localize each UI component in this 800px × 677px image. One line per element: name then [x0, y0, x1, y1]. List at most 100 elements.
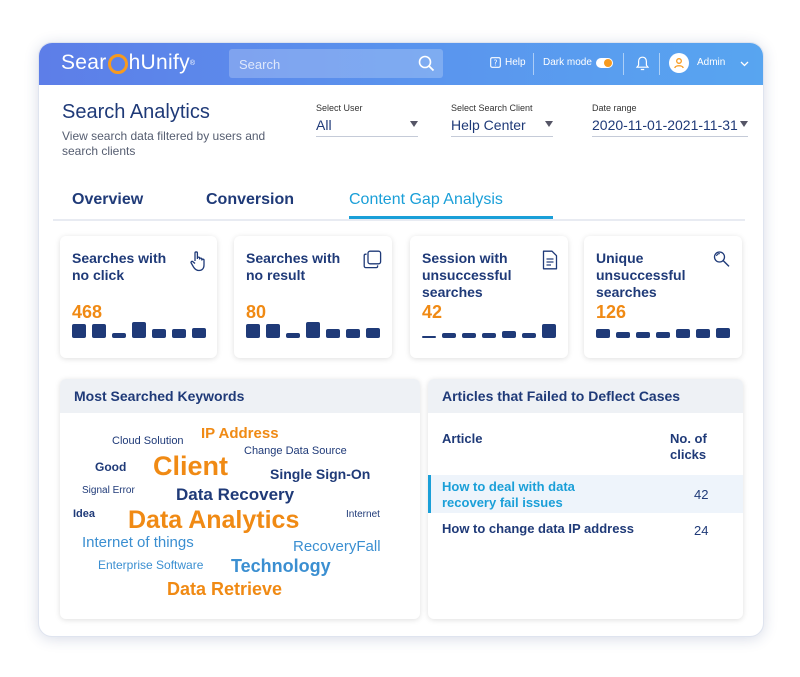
user-filter-label: Select User: [316, 103, 363, 113]
keyword[interactable]: Single Sign-On: [270, 466, 371, 482]
keyword[interactable]: RecoveryFall: [293, 538, 381, 555]
keyword[interactable]: IP Address: [201, 425, 279, 442]
analytics-tabs: Overview Conversion Content Gap Analysis: [53, 185, 745, 221]
help-label: Help: [505, 57, 526, 68]
keyword-cloud: Cloud Solution IP Address Change Data So…: [60, 413, 420, 619]
keyword[interactable]: Cloud Solution: [112, 435, 184, 447]
mini-bar: [306, 322, 320, 338]
keyword[interactable]: Data Retrieve: [167, 579, 283, 599]
keyword[interactable]: Data Recovery: [176, 485, 295, 504]
chevron-down-icon[interactable]: [740, 61, 749, 67]
mini-bar: [676, 329, 690, 338]
page-subtitle: View search data filtered by users and s…: [62, 129, 266, 158]
mini-bar: [696, 329, 710, 338]
card-value: 468: [72, 302, 103, 322]
card-value: 80: [246, 302, 267, 322]
document-icon: [542, 250, 558, 270]
keyword[interactable]: Change Data Source: [244, 445, 347, 457]
keyword[interactable]: Internet: [346, 509, 380, 520]
tab-content-gap-analysis[interactable]: Content Gap Analysis: [349, 191, 503, 208]
most-searched-keywords-panel: Most Searched Keywords Cloud Solution IP…: [60, 379, 420, 619]
article-link[interactable]: How to change data IP address: [442, 521, 634, 536]
user-name[interactable]: Admin: [697, 57, 726, 68]
mini-bar: [246, 324, 260, 338]
user-filter[interactable]: Select User All: [316, 103, 418, 137]
date-range-filter-select[interactable]: 2020-11-01-2021-11-31: [592, 117, 748, 137]
search-client-filter[interactable]: Select Search Client Help Center: [451, 103, 553, 137]
row-highlight-bar: [428, 475, 431, 513]
card-title: Session with unsuccessful searches: [422, 250, 512, 300]
keyword[interactable]: Good: [95, 460, 127, 474]
user-avatar[interactable]: [669, 53, 689, 73]
article-link[interactable]: How to deal with data recovery fail issu…: [442, 479, 575, 510]
user-filter-value: All: [316, 117, 332, 133]
mini-bar: [92, 324, 106, 338]
panel-title: Articles that Failed to Deflect Cases: [428, 379, 743, 413]
global-search-box[interactable]: [229, 49, 443, 78]
keyword[interactable]: Technology: [231, 556, 331, 576]
mini-bar: [462, 333, 476, 338]
keyword[interactable]: Signal Error: [82, 485, 135, 496]
table-row[interactable]: How to deal with data recovery fail issu…: [428, 475, 743, 513]
mini-bar: [636, 332, 650, 338]
help-icon: ?: [490, 57, 501, 68]
dropdown-caret-icon: [740, 121, 748, 127]
help-link[interactable]: ? Help: [490, 57, 526, 68]
card-title: Searches with no result: [246, 250, 341, 283]
tab-overview[interactable]: Overview: [72, 191, 144, 208]
divider: [659, 53, 660, 75]
mini-bar: [596, 329, 610, 338]
date-range-filter-value: 2020-11-01-2021-11-31: [592, 117, 738, 133]
table-row[interactable]: How to change data IP address 24: [428, 517, 743, 545]
mini-bar: [442, 333, 456, 338]
mini-bar: [152, 329, 166, 338]
search-client-filter-value: Help Center: [451, 117, 526, 133]
card-value: 42: [422, 302, 443, 322]
failed-articles-panel: Articles that Failed to Deflect Cases Ar…: [428, 379, 743, 619]
user-icon: [674, 58, 684, 69]
column-header-article: Article: [442, 431, 483, 446]
click-count: 24: [694, 523, 709, 538]
keyword[interactable]: Idea: [73, 508, 96, 520]
keyword[interactable]: Internet of things: [82, 534, 194, 551]
mini-bar: [112, 333, 126, 338]
mini-bar: [616, 332, 630, 338]
searchunify-logo[interactable]: Sear hUnify ®: [61, 51, 195, 75]
keyword[interactable]: Client: [153, 451, 229, 481]
search-icon[interactable]: [418, 55, 435, 72]
mini-bar: [716, 328, 730, 338]
card-value: 126: [596, 302, 627, 322]
app-window: Sear hUnify ® ? Help Dark mode: [38, 42, 764, 637]
hand-pointer-icon: [190, 251, 205, 272]
dark-mode-toggle[interactable]: [595, 57, 613, 68]
card-unique-unsuccessful-searches[interactable]: Unique unsuccessful searches 126: [584, 236, 742, 358]
card-searches-no-result[interactable]: Searches with no result 80: [234, 236, 392, 358]
user-filter-select[interactable]: All: [316, 117, 418, 137]
dark-mode-label: Dark mode: [543, 57, 592, 68]
divider: [533, 53, 534, 75]
mini-bar: [422, 336, 436, 338]
logo-registered-mark: ®: [189, 59, 196, 67]
mini-bar: [346, 329, 360, 338]
card-session-unsuccessful-searches[interactable]: Session with unsuccessful searches 42: [410, 236, 568, 358]
active-tab-indicator: [349, 216, 553, 219]
keyword[interactable]: Enterprise Software: [98, 558, 204, 572]
card-title: Searches with no click: [72, 250, 167, 283]
tab-conversion[interactable]: Conversion: [206, 191, 295, 208]
dropdown-caret-icon: [410, 121, 418, 127]
search-client-filter-select[interactable]: Help Center: [451, 117, 553, 137]
copy-icon: [363, 250, 382, 269]
card-searches-no-click[interactable]: Searches with no click 468: [60, 236, 217, 358]
global-search-input[interactable]: [237, 54, 411, 74]
dark-mode-control[interactable]: Dark mode: [543, 57, 613, 68]
mini-bar-chart: [246, 322, 380, 338]
search-client-filter-label: Select Search Client: [451, 103, 533, 113]
mini-bar: [132, 322, 146, 338]
mini-bar: [482, 333, 496, 338]
mini-bar: [172, 329, 186, 338]
notification-bell-icon[interactable]: [636, 56, 649, 71]
mini-bar: [286, 333, 300, 338]
date-range-filter[interactable]: Date range 2020-11-01-2021-11-31: [592, 103, 748, 137]
mini-bar: [192, 328, 206, 338]
keyword[interactable]: Data Analytics: [128, 506, 300, 534]
